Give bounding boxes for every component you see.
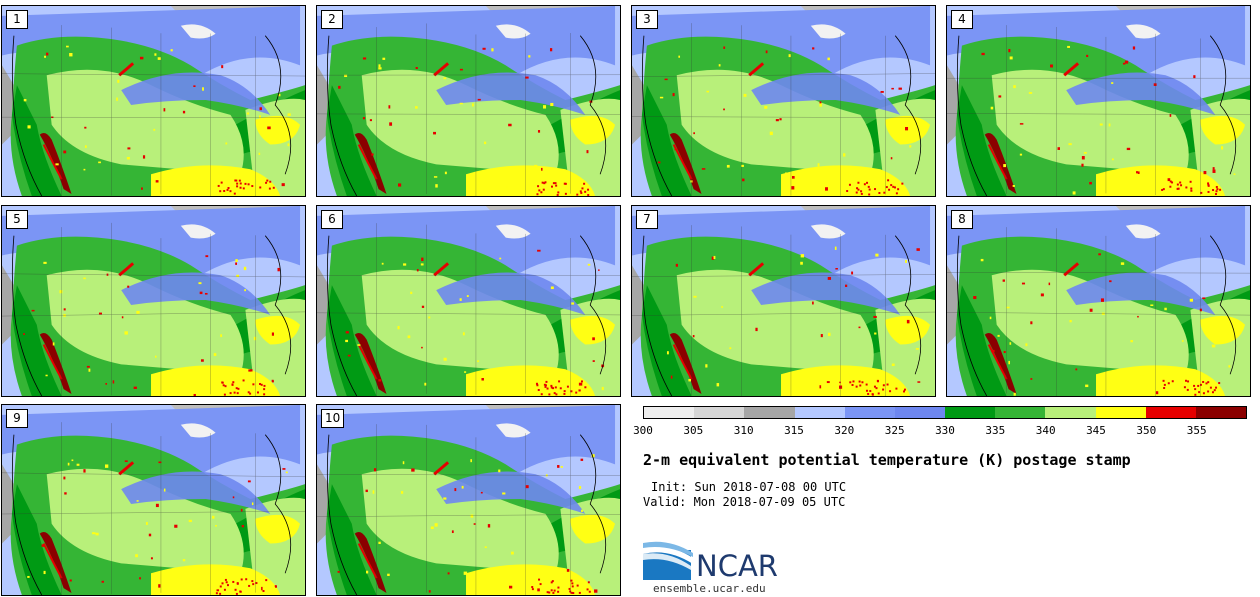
map-panel-1: 1 — [1, 5, 306, 197]
map-image — [632, 6, 935, 196]
panel-number: 10 — [321, 409, 345, 428]
colorbar-segment — [694, 407, 745, 418]
colorbar-tick-label: 330 — [935, 424, 955, 437]
colorbar-segment — [844, 407, 895, 418]
ncar-logo-icon — [643, 541, 693, 580]
map-panel-6: 6 — [316, 205, 621, 397]
valid-time: Valid: Mon 2018-07-09 05 UTC — [643, 495, 846, 509]
panel-number: 3 — [636, 10, 658, 29]
map-image — [317, 405, 620, 595]
panel-number: 5 — [6, 210, 28, 229]
colorbar-tick-label: 320 — [834, 424, 855, 437]
map-image — [947, 6, 1250, 196]
panel-number: 2 — [321, 10, 343, 29]
map-panel-5: 5 — [1, 205, 306, 397]
colorbar-tick-label: 305 — [683, 424, 704, 437]
panel-number: 9 — [6, 409, 28, 428]
panel-number: 6 — [321, 210, 343, 229]
panel-number: 4 — [951, 10, 973, 29]
colorbar-ticks: 300 305 310 315 320 325 330 335 340 345 350 355 — [633, 424, 1247, 438]
colorbar-tick-label: 355 — [1186, 424, 1207, 437]
map-panel-10: 10 — [316, 404, 621, 596]
ncar-logo-text: NCAR — [696, 549, 778, 583]
colorbar-segment — [1095, 407, 1146, 418]
map-panel-9: 9 — [1, 404, 306, 596]
colorbar-tick-label: 350 — [1136, 424, 1157, 437]
colorbar-tick-label: 325 — [884, 424, 905, 437]
map-image — [2, 405, 305, 595]
map-panel-3: 3 — [631, 5, 936, 197]
colorbar-tick-label: 345 — [1086, 424, 1106, 437]
colorbar-segment — [945, 407, 996, 418]
colorbar-tick-label: 340 — [1035, 424, 1056, 437]
colorbar-segment — [1045, 407, 1096, 418]
map-panel-7: 7 — [631, 205, 936, 397]
panel-number: 1 — [6, 10, 28, 29]
colorbar-segment — [1145, 407, 1196, 418]
colorbar-segment — [744, 407, 795, 418]
colorbar-tick-label: 335 — [985, 424, 1006, 437]
figure-title: 2-m equivalent potential temperature (K)… — [643, 451, 1131, 469]
map-image — [2, 6, 305, 196]
map-image — [317, 6, 620, 196]
map-image — [317, 206, 620, 396]
map-panel-2: 2 — [316, 5, 621, 197]
colorbar-segment — [894, 407, 946, 418]
colorbar-tick-label: 310 — [733, 424, 754, 437]
map-panel-8: 8 — [946, 205, 1251, 397]
map-image — [947, 206, 1250, 396]
site-url: ensemble.ucar.edu — [653, 582, 766, 595]
map-image — [2, 206, 305, 396]
map-panel-4: 4 — [946, 5, 1251, 197]
panel-number: 7 — [636, 210, 658, 229]
colorbar — [643, 406, 1247, 419]
map-image — [632, 206, 935, 396]
colorbar-tick-label: 315 — [784, 424, 804, 437]
colorbar-segment — [995, 407, 1046, 418]
colorbar-tick-label: 300 — [633, 424, 653, 437]
init-time: Init: Sun 2018-07-08 00 UTC — [651, 480, 847, 494]
colorbar-segment — [644, 407, 695, 418]
colorbar-segment — [794, 407, 845, 418]
colorbar-segment — [1195, 407, 1247, 418]
panel-number: 8 — [951, 210, 973, 229]
